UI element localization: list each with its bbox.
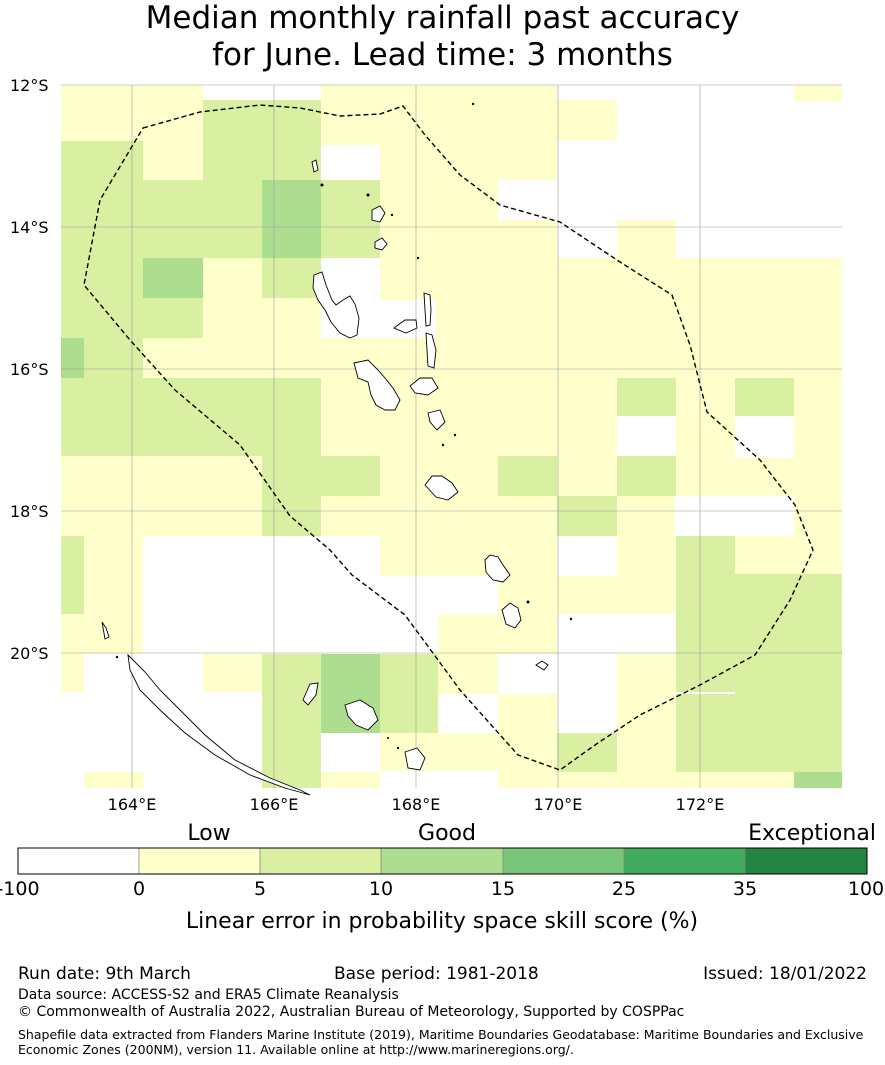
lon-labels: 164°E 166°E 168°E 170°E 172°E <box>108 795 725 814</box>
islands <box>101 159 549 796</box>
maewo-island <box>423 292 432 327</box>
base-period: Base period: 1981-2018 <box>334 964 539 984</box>
colorbar <box>17 847 868 875</box>
map-gridlines <box>61 84 842 788</box>
colorbar-tick-3: 10 <box>369 878 393 900</box>
map-title: Median monthly rainfall past accuracy fo… <box>0 0 885 74</box>
lat-label-20s: 20°S <box>10 644 49 663</box>
lat-label-14s: 14°S <box>10 218 49 237</box>
colorbar-tick-7: 100 <box>848 878 884 900</box>
colorbar-segment-3 <box>381 848 503 874</box>
skill-map <box>61 84 842 796</box>
lon-label-172e: 172°E <box>676 795 725 814</box>
epi-island <box>427 409 446 431</box>
belep-islands <box>101 621 110 640</box>
lon-label-168e: 168°E <box>392 795 441 814</box>
colorbar-ticks: -100 0 5 10 15 25 35 100 <box>0 878 884 900</box>
legend-categories: Low Good Exceptional <box>187 821 876 846</box>
lat-label-16s: 16°S <box>10 360 49 379</box>
new-caledonia <box>127 653 311 796</box>
loyalty-islands-mare <box>404 747 426 771</box>
colorbar-axis-label: Linear error in probability space skill … <box>186 909 698 934</box>
colorbar-tick-4: 15 <box>491 878 515 900</box>
skill-grid <box>61 85 842 788</box>
issued-date: Issued: 18/01/2022 <box>703 964 867 984</box>
pentecost-island <box>425 332 437 369</box>
erromango-island <box>484 554 511 583</box>
legend-category-low: Low <box>187 821 230 846</box>
ambae-island <box>393 319 418 334</box>
colorbar-tick-5: 25 <box>612 878 636 900</box>
colorbar-tick-1: 0 <box>133 878 145 900</box>
legend-category-exceptional: Exceptional <box>748 821 876 846</box>
legend-category-good: Good <box>418 821 476 846</box>
lat-label-12s: 12°S <box>10 76 49 95</box>
colorbar-segment-6 <box>745 848 867 874</box>
colorbar-segment-2 <box>260 848 381 874</box>
colorbar-segment-0 <box>18 848 139 874</box>
title-line-2: for June. Lead time: 3 months <box>212 37 673 73</box>
title-line-1: Median monthly rainfall past accuracy <box>145 0 740 36</box>
banks-islands <box>371 205 386 223</box>
loyalty-islands-ouvea <box>302 682 319 706</box>
aneityum-island <box>535 660 549 671</box>
lon-label-164e: 164°E <box>108 795 157 814</box>
espiritu-santo-island <box>312 271 360 339</box>
lat-labels: 12°S 14°S 16°S 18°S 20°S <box>10 76 49 663</box>
shapefile-credit-line-1: Shapefile data extracted from Flanders M… <box>18 1027 864 1042</box>
colorbar-tick-2: 5 <box>254 878 266 900</box>
run-date: Run date: 9th March <box>18 964 191 984</box>
ambrym-island <box>409 377 439 396</box>
colorbar-segment-5 <box>624 848 745 874</box>
data-source: Data source: ACCESS-S2 and ERA5 Climate … <box>18 987 399 1003</box>
loyalty-islands-lifou <box>344 699 379 731</box>
torres-island <box>311 159 319 173</box>
colorbar-tick-0: -100 <box>0 878 40 900</box>
eez-boundary <box>83 104 814 771</box>
small-islets <box>115 102 573 750</box>
lon-label-166e: 166°E <box>250 795 299 814</box>
banks-islands-south <box>374 237 388 251</box>
colorbar-segment-1 <box>139 848 260 874</box>
copyright-notice: © Commonwealth of Australia 2022, Austra… <box>18 1004 685 1020</box>
colorbar-border <box>17 847 868 875</box>
colorbar-segment-4 <box>503 848 624 874</box>
lon-label-170e: 170°E <box>534 795 583 814</box>
tanna-island <box>501 602 522 629</box>
shapefile-credit-line-2: Economic Zones (200NM), version 11. Avai… <box>18 1042 574 1057</box>
colorbar-tick-6: 35 <box>733 878 757 900</box>
lat-label-18s: 18°S <box>10 502 49 521</box>
efate-island <box>424 475 459 501</box>
malakula-island <box>353 359 401 411</box>
